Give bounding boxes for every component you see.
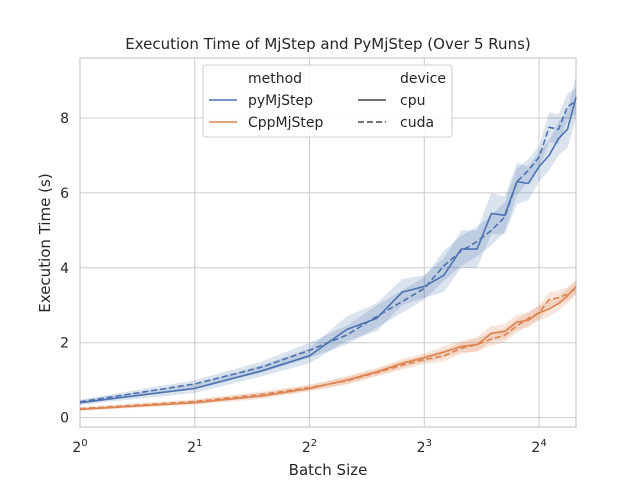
y-axis-label: Execution Time (s) [36, 173, 54, 312]
legend-box [202, 64, 453, 138]
line-cppmjstep-cuda [79, 287, 577, 410]
y-tick-label: 6 [60, 186, 69, 202]
ci-band-pymjstep-cuda [80, 87, 576, 405]
y-tick-label: 8 [60, 111, 69, 127]
y-tick-label: 2 [60, 336, 69, 352]
y-tick-label: 4 [60, 261, 69, 277]
chart-title: Execution Time of MjStep and PyMjStep (O… [125, 35, 531, 53]
line-pymjstep-cuda [79, 100, 577, 403]
line-pymjstep-cpu [79, 97, 577, 404]
legend-label-cuda: cuda [400, 115, 434, 131]
y-tick-label: 0 [60, 411, 69, 427]
series-lines [79, 97, 577, 411]
legend-label-cppmjstep: CppMjStep [248, 115, 324, 131]
x-axis-label: Batch Size [289, 461, 368, 479]
legend: method pyMjStep CppMjStep device cpu cud… [202, 64, 453, 138]
legend-title-device: device [400, 71, 446, 87]
legend-title-method: method [248, 71, 302, 87]
legend-label-pymjstep: pyMjStep [248, 93, 313, 109]
legend-label-cpu: cpu [400, 93, 425, 109]
